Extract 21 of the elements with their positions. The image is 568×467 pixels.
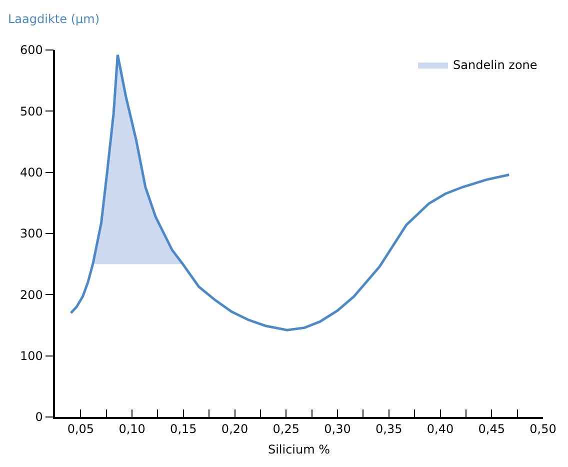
x-tick-label: 0,45: [478, 422, 505, 436]
x-tick-label: 0,40: [426, 422, 454, 436]
x-tick-label: 0,15: [170, 422, 197, 436]
y-tick-label: 100: [20, 349, 43, 364]
x-tick-label: 0,20: [221, 422, 248, 436]
y-tick-label: 300: [20, 226, 43, 241]
line-series: [70, 54, 510, 332]
y-tick-label: 500: [20, 104, 43, 118]
x-axis-title: Silicium %: [268, 442, 330, 457]
y-tick-label: 200: [20, 288, 43, 302]
y-tick-label: 0: [35, 410, 43, 424]
x-tick-label: 0,25: [272, 422, 300, 436]
x-tick-label: 0,30: [324, 422, 351, 436]
y-tick-label: 400: [20, 166, 43, 180]
legend-label: Sandelin zone: [453, 58, 538, 72]
x-tick-label: 0,05: [67, 422, 94, 436]
x-tick-label: 0,10: [118, 422, 146, 436]
x-tick-label: 0,50: [530, 422, 556, 436]
x-tick-label: 0,35: [376, 422, 402, 436]
y-tick-label: 600: [20, 43, 43, 58]
y-axis-title: Laagdikte (µm): [8, 12, 100, 26]
